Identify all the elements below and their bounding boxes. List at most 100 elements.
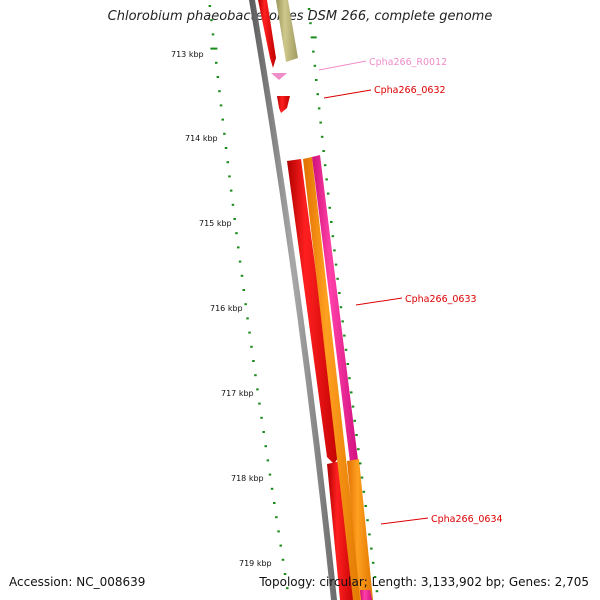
track-dot — [309, 22, 312, 25]
track-dot — [323, 164, 327, 167]
track-dot — [338, 292, 341, 294]
tick-labels: 713 kbp 714 kbp 715 kbp 716 kbp 717 kbp … — [171, 50, 272, 568]
track-dot — [307, 8, 311, 10]
track-dot — [343, 334, 346, 337]
track-dot — [370, 547, 373, 550]
tick-mark — [258, 402, 261, 405]
track-dot — [330, 221, 333, 223]
track-dot — [310, 36, 317, 39]
feature-orange-lower — [347, 459, 373, 600]
gene-label-0634[interactable]: Cpha266_0634 — [431, 514, 503, 525]
leader-line-0633 — [355, 297, 403, 306]
tick-label: 716 kbp — [210, 304, 243, 313]
tick-mark — [231, 203, 235, 206]
tick-mark — [244, 303, 247, 306]
tick-mark — [208, 5, 212, 7]
track-dot — [319, 121, 322, 124]
tick-mark — [266, 459, 270, 462]
tick-mark — [283, 573, 287, 575]
track-dot — [336, 277, 339, 280]
gene-rna-r0012 — [271, 73, 287, 80]
tick-mark — [256, 388, 259, 391]
track-dot — [325, 178, 328, 181]
tick-mark — [226, 161, 229, 164]
coordinate-tick-track — [208, 5, 289, 590]
tick-mark — [233, 218, 236, 220]
tick-mark — [237, 246, 240, 249]
track-dot — [375, 590, 379, 593]
tick-mark — [223, 132, 226, 135]
tick-mark — [281, 558, 285, 561]
tick-mark — [224, 147, 228, 149]
tick-mark — [248, 331, 251, 334]
track-dot — [317, 107, 321, 110]
track-dot — [353, 419, 356, 422]
track-dot — [339, 306, 343, 309]
gene-cds-0634-inner — [327, 461, 356, 600]
feature-magenta — [312, 155, 358, 462]
leader-line-0632 — [323, 89, 372, 99]
tick-mark — [218, 90, 221, 93]
track-dot — [328, 206, 331, 209]
tick-mark — [240, 274, 244, 277]
track-dot — [331, 235, 335, 238]
tick-label: 718 kbp — [231, 474, 264, 483]
gene-label-0633[interactable]: Cpha266_0633 — [405, 294, 477, 305]
gene-cds-0632 — [277, 96, 290, 113]
tick-mark — [252, 360, 255, 362]
tick-label: 715 kbp — [199, 219, 232, 228]
feature-magenta-lower — [360, 590, 372, 600]
tick-mark — [275, 516, 278, 519]
feature-orange — [303, 157, 362, 600]
tick-mark — [277, 530, 280, 533]
tick-mark — [270, 487, 274, 490]
track-dot — [313, 64, 317, 67]
tick-mark — [286, 587, 289, 590]
tick-label: 717 kbp — [221, 389, 254, 398]
tick-label: 719 kbp — [239, 559, 272, 568]
track-dot — [360, 476, 364, 479]
track-dot — [362, 490, 366, 493]
track-dot — [341, 320, 344, 323]
map-title: Chlorobium phaeobacteroides DSM 266, com… — [107, 9, 493, 24]
track-dot — [371, 561, 375, 564]
tick-mark — [235, 232, 238, 235]
tick-mark — [219, 104, 223, 107]
track-dot — [346, 363, 349, 365]
track-dot — [373, 576, 377, 578]
tick-mark — [246, 317, 249, 320]
tick-mark — [264, 445, 267, 448]
tick-mark — [242, 289, 245, 291]
feature-dot-track — [307, 8, 379, 593]
track-dot — [333, 249, 336, 252]
tick-label: 713 kbp — [171, 50, 204, 59]
track-dot — [316, 93, 319, 96]
sequence-backbone — [249, 0, 337, 600]
gene-label-0632[interactable]: Cpha266_0632 — [374, 85, 446, 96]
tick-mark — [216, 76, 220, 78]
tick-mark — [279, 544, 282, 547]
tick-mark — [254, 374, 257, 377]
track-dot — [350, 391, 353, 394]
track-dot — [326, 192, 330, 195]
leader-line-r0012 — [318, 60, 367, 71]
tick-mark — [210, 47, 218, 50]
track-dot — [355, 434, 358, 436]
tick-mark — [221, 118, 224, 121]
tick-mark — [228, 175, 231, 178]
leader-line-0634 — [380, 517, 429, 525]
accession-text: Accession: NC_008639 — [9, 575, 146, 589]
tick-label: 714 kbp — [185, 134, 218, 143]
gene-label-r0012[interactable]: Cpha266_R0012 — [369, 57, 447, 68]
tick-mark — [238, 260, 242, 263]
gene-cds-top — [258, 0, 276, 68]
tick-mark — [260, 416, 263, 419]
tick-mark — [250, 345, 253, 348]
tick-mark — [215, 61, 218, 64]
track-dot — [312, 50, 315, 53]
genome-summary-text: Topology: circular; Length: 3,133,902 bp… — [259, 575, 589, 589]
feature-olive — [276, 0, 298, 62]
track-dot — [344, 348, 348, 351]
track-dot — [359, 462, 362, 465]
